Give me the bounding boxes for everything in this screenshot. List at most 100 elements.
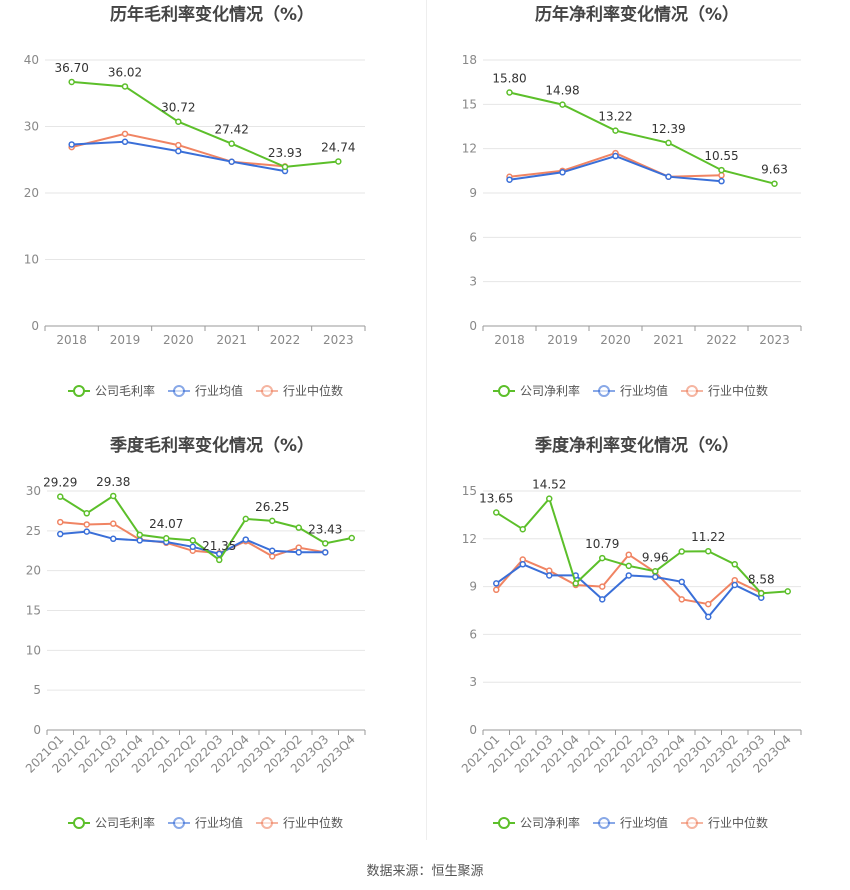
data-label: 24.07	[149, 517, 183, 531]
data-point-company	[612, 127, 619, 134]
legend-marker-avg	[598, 385, 610, 397]
y-tick-label: 30	[26, 484, 41, 498]
data-point-avg	[121, 138, 129, 146]
chart-quarterly-gross-margin: 季度毛利率变化情况（%） 0 5 10 15 20 25 30 2021Q1 2021Q2 2021…	[0, 430, 425, 860]
data-point-median	[83, 521, 90, 528]
y-tick-label: 20	[24, 186, 39, 200]
data-point-company	[625, 562, 632, 570]
data-point-company	[189, 537, 196, 544]
data-point-median	[678, 596, 685, 603]
data-label: 29.38	[96, 475, 130, 489]
y-tick-label: 9	[469, 580, 477, 594]
data-point-avg	[322, 549, 329, 556]
legend-marker-company	[498, 817, 510, 829]
series-line-median	[495, 553, 762, 606]
y-tick-label: 3	[469, 275, 477, 289]
data-point-avg	[295, 549, 302, 556]
legend: 公司毛利率 行业均值 行业中位数	[68, 815, 343, 830]
data-point-company	[652, 568, 659, 575]
data-label: 36.02	[108, 65, 142, 79]
chart-title: 季度净利率变化情况（%）	[535, 435, 739, 456]
x-tick-label: 2020	[600, 333, 631, 347]
x-tick-label: 2019	[547, 333, 578, 347]
data-label: 23.43	[308, 522, 342, 536]
legend-marker-median	[686, 385, 698, 397]
data-point-avg	[136, 537, 143, 544]
data-point-avg	[665, 173, 672, 180]
data-label: 12.39	[651, 122, 685, 136]
data-point-avg	[57, 530, 64, 538]
data-point-company	[163, 534, 170, 542]
data-source-note: 数据来源：恒生聚源	[366, 864, 484, 879]
data-point-company	[758, 590, 765, 597]
chart-annual-gross-margin: 历年毛利率变化情况（%） 0 10 20 30 40 2018 2019 2020 2021 202…	[0, 0, 425, 430]
data-point-company	[599, 554, 606, 562]
data-point-median	[599, 583, 606, 590]
data-label: 13.65	[479, 492, 513, 506]
series-line-company	[59, 494, 352, 562]
chart-group: 历年净利率变化情况（%） 0 3 6 9 12 15 18 2018 2019 2020 2021 20…	[462, 4, 802, 398]
legend: 公司净利率 行业均值 行业中位数	[493, 383, 768, 398]
data-point-avg	[652, 573, 659, 581]
legend-marker-company	[498, 385, 510, 397]
chart-group: 季度净利率变化情况（%）036912152021Q12021Q22021Q320…	[459, 435, 802, 830]
data-label: 10.79	[585, 537, 619, 551]
legend-label-median: 行业中位数	[283, 383, 343, 398]
legend-label-avg: 行业均值	[620, 383, 668, 398]
panel-divider	[426, 0, 427, 840]
data-label: 14.52	[532, 478, 566, 492]
data-label: 14.98	[545, 84, 579, 98]
data-point-company	[83, 510, 90, 517]
data-point-company	[678, 548, 685, 555]
data-point-median	[493, 586, 500, 594]
chart-svg: 季度净利率变化情况（%）036912152021Q12021Q22021Q320…	[459, 435, 802, 830]
data-point-company	[57, 493, 64, 500]
data-point-avg	[83, 528, 90, 535]
y-tick-label: 20	[26, 564, 41, 578]
y-tick-label: 12	[462, 142, 477, 156]
data-point-company	[771, 180, 778, 187]
x-tick-label: 2020	[163, 333, 194, 347]
data-point-avg	[705, 613, 712, 621]
data-point-avg	[718, 177, 725, 185]
data-point-company	[506, 89, 513, 96]
legend-label-company: 公司毛利率	[95, 383, 155, 398]
data-label: 27.42	[214, 123, 248, 137]
legend-label-company: 公司毛利率	[95, 815, 155, 830]
data-point-company	[322, 540, 329, 547]
data-point-median	[269, 553, 276, 560]
data-label: 29.29	[43, 476, 77, 490]
data-point-company	[68, 78, 75, 86]
data-point-avg	[493, 580, 500, 587]
data-point-company	[136, 531, 143, 539]
data-label: 10.55	[704, 149, 738, 163]
data-point-avg	[506, 176, 513, 183]
legend-label-avg: 行业均值	[620, 815, 668, 830]
y-tick-label: 40	[24, 53, 39, 67]
x-tick-label: 2021	[216, 333, 247, 347]
data-point-company	[295, 524, 302, 531]
chart-svg: 历年净利率变化情况（%） 0 3 6 9 12 15 18 2018 2019 2020 2021 20…	[462, 4, 802, 398]
data-point-company	[784, 588, 791, 595]
data-point-company	[242, 515, 249, 523]
y-tick-label: 15	[26, 604, 41, 618]
chart-title: 季度毛利率变化情况（%）	[110, 435, 314, 456]
data-point-avg	[175, 147, 182, 155]
data-point-company	[348, 534, 355, 542]
data-point-company	[705, 547, 712, 555]
data-point-avg	[519, 561, 526, 568]
data-label: 13.22	[598, 110, 632, 124]
data-label: 24.74	[321, 140, 355, 154]
data-label: 9.63	[761, 163, 788, 177]
data-point-avg	[599, 596, 606, 603]
data-label: 21.35	[202, 539, 236, 553]
data-point-avg	[559, 169, 566, 176]
legend-label-company: 公司净利率	[520, 383, 580, 398]
data-label: 30.72	[161, 101, 195, 115]
data-point-company	[665, 139, 672, 147]
data-point-avg	[68, 141, 75, 148]
data-point-median	[625, 551, 632, 558]
series-line-company	[71, 80, 339, 168]
y-tick-label: 10	[26, 643, 41, 657]
data-label: 9.96	[642, 550, 669, 564]
